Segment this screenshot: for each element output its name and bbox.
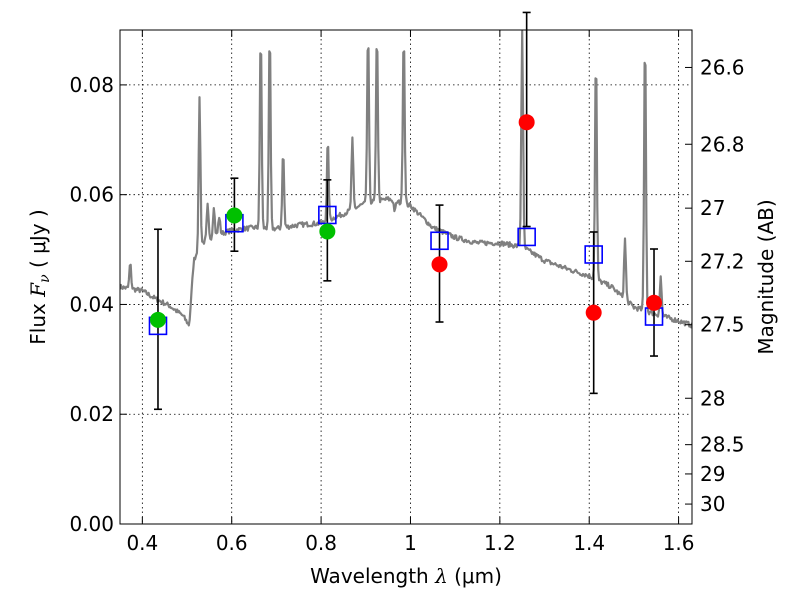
y2-tick-label: 27.5 — [700, 313, 745, 337]
x-axis-ticks: 0.4 0.6 0.8 1 1.2 1.4 1.6 — [126, 30, 695, 555]
x-tick-label: 1 — [404, 531, 417, 555]
y-tick-label: 0.00 — [69, 512, 114, 536]
y-tick-label: 0.02 — [69, 402, 114, 426]
observed-point-red — [646, 294, 663, 311]
y2-tick-label: 28 — [700, 386, 725, 410]
x-axis-label: Wavelength λ (μm) — [310, 564, 502, 588]
model-square — [517, 227, 536, 247]
y2-tick-label: 28.5 — [700, 433, 745, 457]
model-square — [584, 245, 603, 264]
y-tick-label: 0.06 — [69, 183, 114, 207]
x-tick-label: 1.2 — [484, 531, 516, 555]
x-tick-label: 1.6 — [663, 531, 695, 555]
observed-point-green — [226, 207, 243, 224]
y2-axis-label: Magnitude (AB) — [754, 199, 778, 354]
y-tick-label: 0.04 — [69, 292, 114, 316]
observed-photometry-markers — [149, 114, 663, 328]
x-tick-label: 0.4 — [126, 531, 158, 555]
plot-background — [120, 30, 692, 524]
y-tick-label: 0.08 — [69, 73, 114, 97]
y-axis-label: Flux Fν ( μJy ) — [26, 209, 53, 344]
model-spectrum — [120, 30, 692, 329]
y2-tick-label: 26.8 — [700, 132, 745, 156]
y2-axis-ticks: 26.6 26.8 27 27.2 27.5 28 28.5 29 30 — [685, 55, 745, 516]
y2-tick-label: 27.2 — [700, 249, 745, 273]
x-tick-label: 0.6 — [216, 531, 248, 555]
y2-tick-label: 27 — [700, 196, 725, 220]
x-tick-label: 1.4 — [573, 531, 605, 555]
observed-point-red — [431, 256, 448, 273]
observed-point-green — [149, 311, 166, 328]
y2-tick-label: 30 — [700, 492, 725, 516]
spectrum-line — [120, 30, 692, 329]
observed-point-red — [518, 114, 535, 131]
x-tick-label: 0.8 — [305, 531, 337, 555]
observed-point-green — [319, 223, 336, 240]
y2-tick-label: 29 — [700, 462, 725, 486]
plot-frame — [119, 29, 693, 525]
grid — [120, 30, 692, 524]
observed-point-red — [585, 304, 602, 321]
y2-tick-label: 26.6 — [700, 55, 745, 79]
y-axis-ticks: 0.00 0.02 0.04 0.06 0.08 — [69, 73, 127, 536]
model-square — [430, 231, 449, 251]
